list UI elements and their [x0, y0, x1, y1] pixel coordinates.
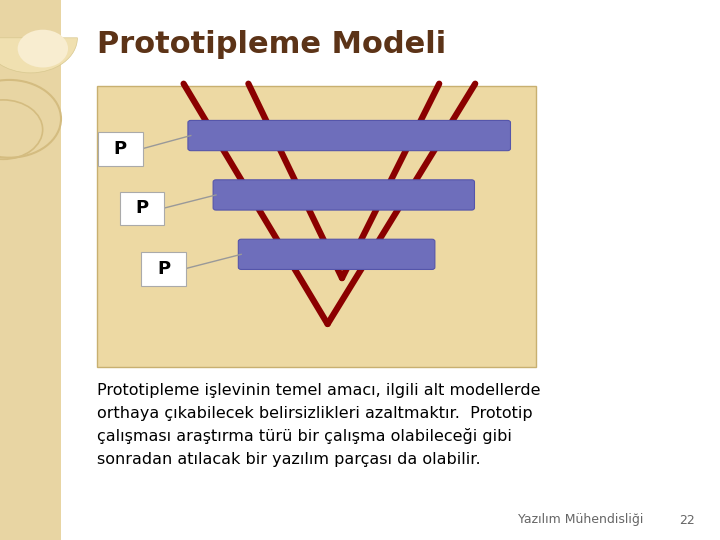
FancyBboxPatch shape: [98, 132, 143, 166]
FancyBboxPatch shape: [120, 192, 164, 225]
FancyBboxPatch shape: [213, 180, 474, 210]
Text: P: P: [157, 260, 170, 278]
FancyBboxPatch shape: [188, 120, 510, 151]
Circle shape: [17, 30, 68, 68]
Text: 22: 22: [679, 514, 695, 526]
Text: P: P: [114, 140, 127, 158]
Text: Prototipleme işlevinin temel amacı, ilgili alt modellerde
orthaya çıkabilecek be: Prototipleme işlevinin temel amacı, ilgi…: [97, 383, 541, 467]
Wedge shape: [0, 38, 78, 73]
Text: P: P: [135, 199, 148, 218]
Bar: [97, 86, 536, 367]
Text: Yazılım Mühendisliği: Yazılım Mühendisliği: [518, 514, 644, 526]
FancyBboxPatch shape: [238, 239, 435, 269]
FancyBboxPatch shape: [141, 252, 186, 286]
Bar: [0, 0, 61, 540]
Text: Prototipleme Modeli: Prototipleme Modeli: [97, 30, 446, 59]
